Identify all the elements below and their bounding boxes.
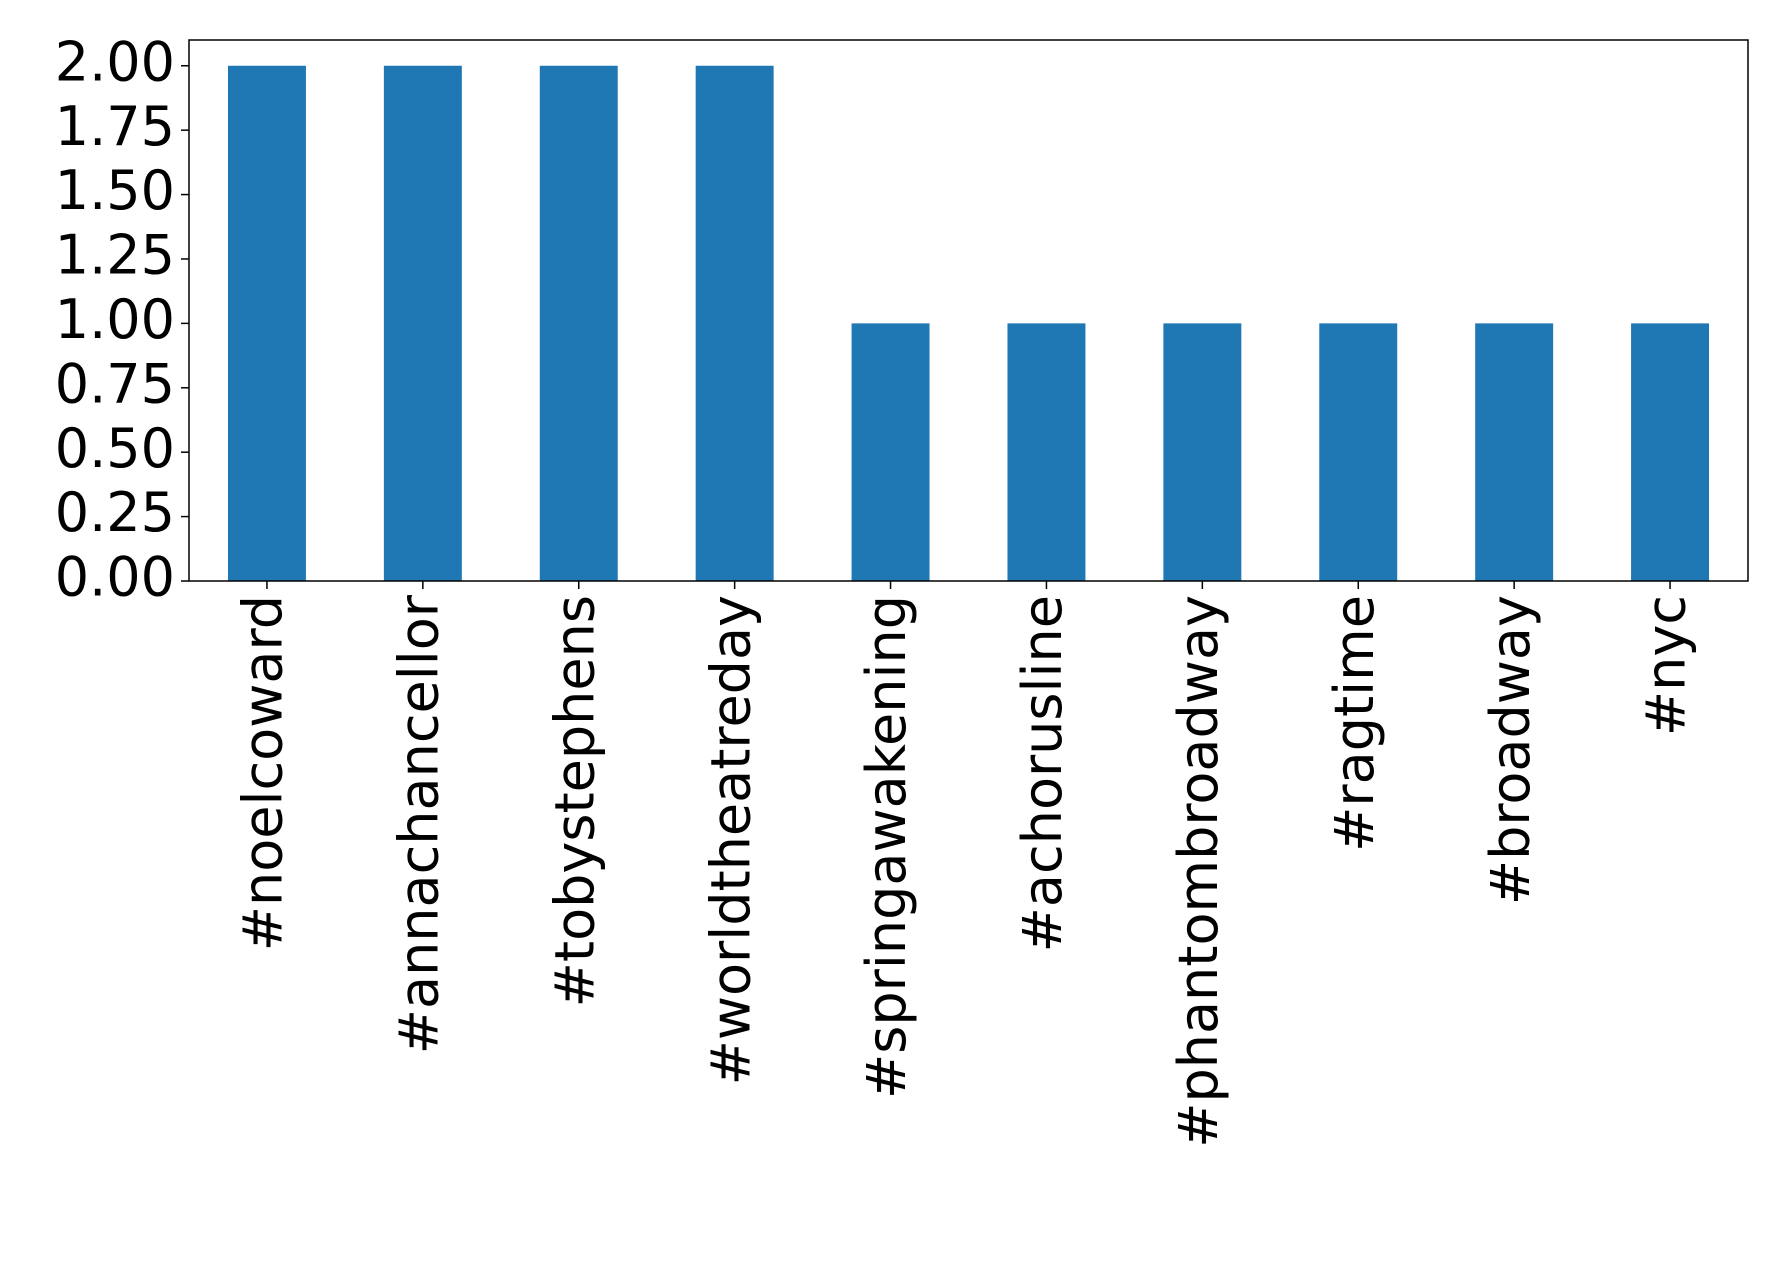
x-tick-label: #ragtime [1323,595,1386,852]
x-tick-label: #broadway [1479,595,1542,905]
x-tick-label: #springawakening [855,595,918,1099]
y-tick-label: 0.00 [55,546,175,609]
bar [1319,323,1398,581]
y-tick-label: 1.50 [55,159,175,222]
y-tick-label: 0.25 [55,481,175,544]
bar [539,65,618,581]
y-tick-label: 2.00 [55,30,175,93]
x-tick-label: #annachancellor [387,594,450,1054]
y-tick-label: 0.50 [55,417,175,480]
y-tick-label: 1.75 [55,95,175,158]
bar [1631,323,1710,581]
bar [1475,323,1554,581]
bar [227,65,306,581]
y-tick-label: 0.75 [55,352,175,415]
x-tick-label: #nyc [1635,595,1698,736]
x-tick-label: #achorusline [1011,595,1074,952]
y-tick-label: 1.00 [55,288,175,351]
y-tick-label: 1.25 [55,224,175,287]
x-tick-label: #noelcoward [232,595,295,951]
bar [695,65,774,581]
plot-frame [188,39,1749,582]
bar [1007,323,1086,581]
x-tick-label: #tobystephens [543,595,606,1007]
bar [383,65,462,581]
bar [851,323,930,581]
x-tick-label: #worldtheatreday [699,595,762,1085]
bar [1163,323,1242,581]
x-tick-label: #phantombroadway [1167,595,1230,1148]
